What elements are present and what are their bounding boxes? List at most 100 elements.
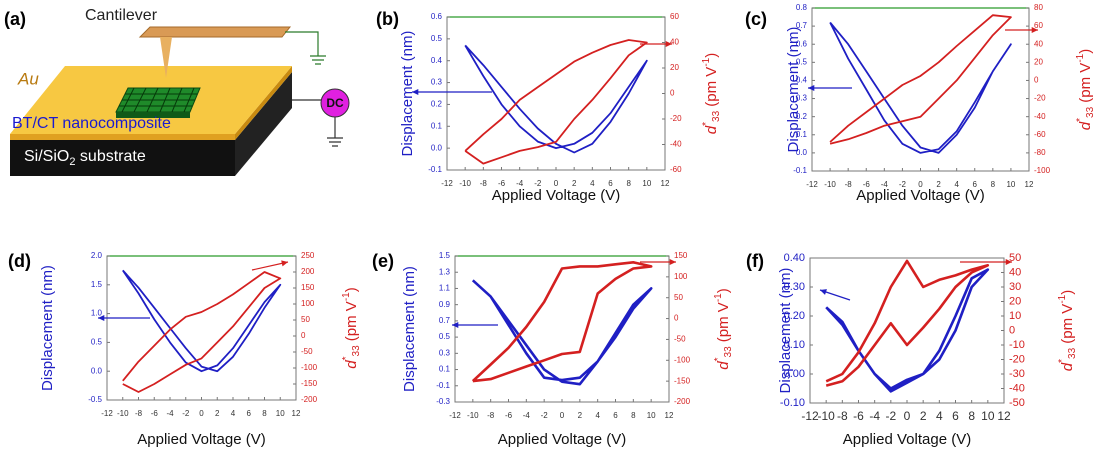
x-tick-label: -6	[505, 411, 513, 420]
x-tick-label: 4	[595, 411, 600, 420]
x-axis-label: Applied Voltage (V)	[498, 431, 626, 448]
x-tick-label: -6	[498, 179, 506, 188]
y2-tick-label: -40	[1034, 112, 1046, 121]
x-tick-label: 12	[1025, 180, 1034, 189]
axis-arrow-head	[808, 84, 815, 92]
y2-tick-label: 0	[1034, 76, 1039, 85]
y-tick-label: 0.4	[431, 56, 443, 65]
panel-label: (d)	[8, 251, 31, 271]
x-tick-label: -12	[449, 411, 461, 420]
y-tick-label: 1.5	[439, 251, 451, 260]
data-line	[829, 21, 1012, 154]
y2-tick-label: -60	[670, 165, 682, 174]
electrode-edge	[10, 134, 235, 140]
x-tick-label: 10	[642, 179, 651, 188]
y2-tick-label: 20	[670, 63, 679, 72]
y-tick-label: -0.1	[793, 166, 807, 175]
y2-tick-label: 80	[1034, 3, 1043, 12]
x-axis-label: Applied Voltage (V)	[137, 431, 265, 448]
y-tick-label: 2.0	[91, 251, 103, 260]
y2-tick-label: 20	[1009, 295, 1021, 307]
y2-axis-label: d*33 (pm V-1)	[701, 53, 722, 134]
y-tick-label: 0.2	[431, 100, 443, 109]
y2-tick-label: -150	[301, 379, 318, 388]
axis-arrow-head	[98, 314, 105, 322]
x-tick-label: 10	[276, 409, 285, 418]
x-tick-label: -8	[837, 409, 848, 423]
tip	[160, 37, 172, 78]
x-tick-label: -2	[885, 409, 896, 423]
y-tick-label: 0.0	[91, 366, 103, 375]
y2-tick-label: -20	[670, 114, 682, 123]
x-axis-label: Applied Voltage (V)	[843, 431, 971, 448]
data-line	[825, 268, 990, 393]
y2-tick-label: -40	[1009, 382, 1025, 394]
axis-arrow-head	[820, 289, 827, 295]
y-tick-label: 0.8	[796, 3, 808, 12]
y2-tick-label: 50	[674, 293, 683, 302]
x-tick-label: 10	[1006, 180, 1015, 189]
y2-tick-label: 250	[301, 251, 315, 260]
y2-tick-label: 0	[674, 314, 679, 323]
x-tick-label: -8	[845, 180, 853, 189]
x-tick-label: -2	[899, 180, 907, 189]
y-tick-label: 0.1	[439, 365, 451, 374]
y2-tick-label: 10	[1009, 310, 1021, 322]
x-tick-label: -4	[516, 179, 524, 188]
y2-axis-label: d*33 (pm V-1)	[341, 287, 362, 368]
y2-tick-label: 0	[670, 89, 675, 98]
y2-axis-label-part: *	[1075, 118, 1086, 122]
data-line	[829, 14, 1012, 145]
x-tick-label: 6	[608, 179, 613, 188]
film-grid	[115, 87, 201, 118]
y2-tick-label: 40	[670, 38, 679, 47]
x-tick-label: 2	[215, 409, 220, 418]
y2-axis-label-part: )	[1077, 49, 1094, 54]
x-tick-label: -2	[534, 179, 542, 188]
axis-arrow-head	[281, 260, 288, 267]
y-tick-label: 0.0	[796, 148, 808, 157]
y2-tick-label: 60	[1034, 21, 1043, 30]
y2-axis-label-part: (pm V	[703, 67, 720, 111]
y-axis-label: Displacement (nm)	[399, 31, 416, 157]
y2-tick-label: 0	[1009, 324, 1015, 336]
y-tick-label: -0.3	[436, 397, 450, 406]
y-tick-label: 0.6	[796, 39, 808, 48]
substrate-front	[10, 140, 235, 176]
x-axis-label: Applied Voltage (V)	[492, 187, 620, 204]
x-tick-label: 8	[262, 409, 267, 418]
x-tick-label: -4	[881, 180, 889, 189]
y2-tick-label: -50	[1009, 397, 1025, 409]
x-tick-label: -10	[467, 411, 479, 420]
y-tick-label: -0.10	[780, 397, 805, 409]
y2-tick-label: -20	[1034, 94, 1046, 103]
y2-axis-label-part: 33	[723, 346, 734, 358]
axis-arrow-head	[665, 40, 672, 48]
panel-label: (b)	[376, 9, 399, 29]
y2-axis-label-part: (pm V	[715, 302, 732, 346]
y2-tick-label: -100	[1034, 166, 1051, 175]
electrode-label: Au	[17, 69, 39, 88]
x-tick-label: 12	[997, 409, 1011, 423]
x-tick-label: -8	[480, 179, 488, 188]
y-tick-label: 0.3	[431, 78, 443, 87]
y-tick-label: 0.7	[439, 316, 451, 325]
y2-axis-label-part: d	[703, 125, 720, 134]
x-tick-label: 10	[981, 409, 995, 423]
x-tick-label: -8	[135, 409, 143, 418]
x-tick-label: 12	[661, 179, 670, 188]
y2-tick-label: -80	[1034, 148, 1046, 157]
y2-tick-label: 0	[301, 331, 306, 340]
y2-tick-label: -100	[674, 355, 691, 364]
y2-tick-label: -150	[674, 376, 691, 385]
y-tick-label: 0.7	[796, 21, 808, 30]
panel-label: (e)	[372, 251, 394, 271]
y2-axis-label-part: )	[343, 287, 360, 292]
y-axis-label: Displacement (nm)	[39, 265, 56, 391]
y2-tick-label: -10	[1009, 339, 1025, 351]
data-line	[464, 44, 648, 154]
substrate-label: Si/SiO2 substrate	[24, 148, 146, 168]
film-cells	[119, 87, 197, 113]
y-tick-label: 0.5	[91, 338, 103, 347]
